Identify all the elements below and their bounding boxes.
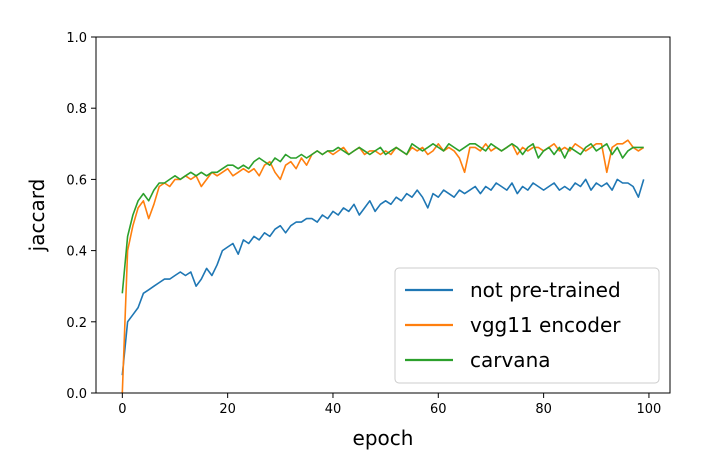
y-tick-label: 0.4 xyxy=(66,245,87,260)
legend-label: vgg11 encoder xyxy=(470,313,621,337)
y-tick-label: 0.2 xyxy=(66,316,87,331)
axis-ticks: 0 20 40 60 80 100 0.0 0.2 0.4 0.6 0.8 1.0 xyxy=(66,31,661,417)
plot-frame xyxy=(95,36,671,394)
x-tick-label: 60 xyxy=(430,402,447,417)
y-tick-label: 0.6 xyxy=(66,173,87,188)
x-tick-label: 100 xyxy=(637,402,662,417)
legend-label: carvana xyxy=(470,348,551,372)
x-axis-label: epoch xyxy=(353,426,414,450)
x-tick-label: 40 xyxy=(325,402,342,417)
y-tick-label: 1.0 xyxy=(66,31,87,46)
y-tick-label: 0.8 xyxy=(66,102,87,117)
x-tick-label: 80 xyxy=(535,402,552,417)
x-tick-label: 0 xyxy=(118,402,126,417)
legend: not pre-trained vgg11 encoder carvana xyxy=(394,267,660,384)
y-tick-label: 0.0 xyxy=(66,387,87,402)
series-line-1 xyxy=(121,139,645,394)
y-axis-label: jaccard xyxy=(25,179,49,253)
legend-label: not pre-trained xyxy=(470,278,621,302)
series-lines xyxy=(121,139,645,394)
legend-box xyxy=(394,267,660,384)
series-line-2 xyxy=(121,143,644,294)
series-line-0 xyxy=(121,178,645,376)
x-tick-label: 20 xyxy=(219,402,236,417)
